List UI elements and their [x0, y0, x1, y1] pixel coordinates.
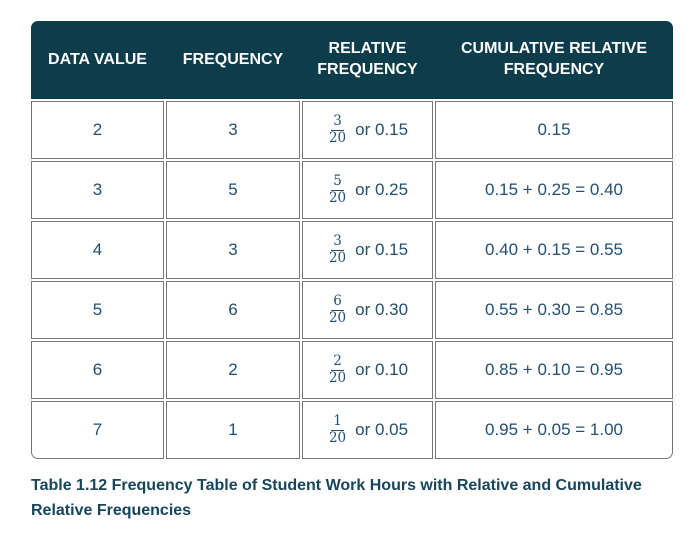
fraction-numerator: 2: [331, 352, 344, 371]
relative-decimal: or 0.25: [355, 180, 409, 199]
cell-frequency: 3: [166, 221, 300, 279]
fraction-numerator: 6: [331, 292, 344, 311]
fraction: 5 20: [327, 172, 348, 206]
fraction-numerator: 3: [331, 112, 344, 131]
relative-decimal: or 0.30: [355, 300, 409, 319]
fraction-numerator: 5: [331, 172, 344, 191]
fraction-denominator: 20: [328, 249, 347, 266]
cell-data-value: 7: [31, 401, 164, 459]
cell-frequency: 3: [166, 101, 300, 159]
cell-relative-frequency: 3 20 or 0.15: [302, 101, 433, 159]
cell-cumulative-relative-frequency: 0.40 + 0.15 = 0.55: [435, 221, 673, 279]
cell-cumulative-relative-frequency: 0.55 + 0.30 = 0.85: [435, 281, 673, 339]
column-header-cumulative-relative-frequency: CUMULATIVE RELATIVE FREQUENCY: [435, 21, 673, 99]
fraction: 3 20: [327, 112, 348, 146]
cell-frequency: 5: [166, 161, 300, 219]
cell-frequency: 6: [166, 281, 300, 339]
cell-frequency: 2: [166, 341, 300, 399]
column-header-frequency: FREQUENCY: [166, 21, 300, 99]
table-grid: DATA VALUE FREQUENCY RELATIVE FREQUENCY …: [31, 21, 673, 459]
cell-data-value: 4: [31, 221, 164, 279]
cell-cumulative-relative-frequency: 0.85 + 0.10 = 0.95: [435, 341, 673, 399]
fraction: 2 20: [327, 352, 348, 386]
fraction-numerator: 1: [331, 412, 344, 431]
cell-cumulative-relative-frequency: 0.95 + 0.05 = 1.00: [435, 401, 673, 459]
cell-cumulative-relative-frequency: 0.15: [435, 101, 673, 159]
fraction-denominator: 20: [328, 189, 347, 206]
relative-decimal: or 0.10: [355, 360, 409, 379]
table-caption: Table 1.12 Frequency Table of Student Wo…: [31, 477, 642, 519]
fraction: 6 20: [327, 292, 348, 326]
frequency-table: DATA VALUE FREQUENCY RELATIVE FREQUENCY …: [31, 21, 673, 459]
column-header-relative-frequency: RELATIVE FREQUENCY: [302, 21, 433, 99]
cell-frequency: 1: [166, 401, 300, 459]
cell-data-value: 6: [31, 341, 164, 399]
relative-decimal: or 0.05: [355, 420, 409, 439]
fraction: 1 20: [327, 412, 348, 446]
fraction: 3 20: [327, 232, 348, 266]
fraction-denominator: 20: [328, 369, 347, 386]
cell-relative-frequency: 6 20 or 0.30: [302, 281, 433, 339]
cell-relative-frequency: 2 20 or 0.10: [302, 341, 433, 399]
relative-decimal: or 0.15: [355, 240, 409, 259]
fraction-denominator: 20: [328, 429, 347, 446]
cell-relative-frequency: 3 20 or 0.15: [302, 221, 433, 279]
cell-relative-frequency: 5 20 or 0.25: [302, 161, 433, 219]
cell-data-value: 3: [31, 161, 164, 219]
fraction-numerator: 3: [331, 232, 344, 251]
fraction-denominator: 20: [328, 309, 347, 326]
fraction-denominator: 20: [328, 129, 347, 146]
cell-relative-frequency: 1 20 or 0.05: [302, 401, 433, 459]
cell-data-value: 5: [31, 281, 164, 339]
cell-cumulative-relative-frequency: 0.15 + 0.25 = 0.40: [435, 161, 673, 219]
cell-data-value: 2: [31, 101, 164, 159]
relative-decimal: or 0.15: [355, 120, 409, 139]
column-header-data-value: DATA VALUE: [31, 21, 164, 99]
